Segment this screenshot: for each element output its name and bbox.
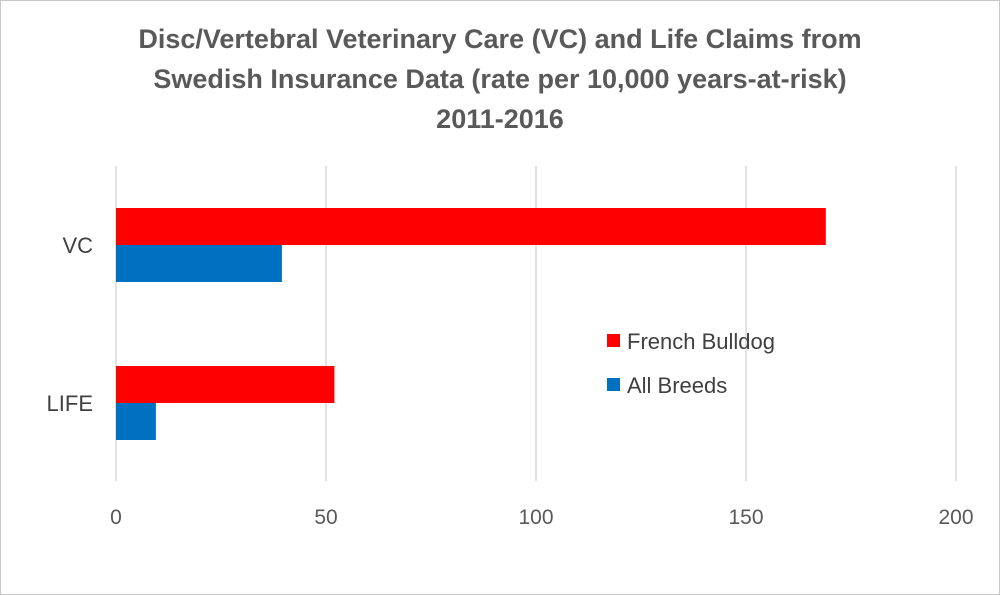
x-tick-label: 150: [728, 506, 763, 529]
legend-label: All Breeds: [627, 373, 727, 398]
x-tick-label: 50: [314, 506, 337, 529]
bar-life-french-bulldog: [116, 366, 335, 403]
title-line-1: Disc/Vertebral Veterinary Care (VC) and …: [138, 24, 862, 54]
bar-life-all-breeds: [116, 403, 156, 440]
category-labels: VC LIFE: [47, 233, 94, 416]
x-tick-label: 200: [938, 506, 973, 529]
category-label-vc: VC: [62, 233, 93, 258]
title-line-2: Swedish Insurance Data (rate per 10,000 …: [153, 64, 847, 94]
category-label-life: LIFE: [47, 391, 93, 416]
bar-vc-french-bulldog: [116, 208, 826, 245]
x-tick-label: 100: [518, 506, 553, 529]
bar-vc-all-breeds: [116, 245, 282, 282]
legend-swatch-french-bulldog: [607, 334, 620, 347]
chart-title: Disc/Vertebral Veterinary Care (VC) and …: [1, 19, 999, 139]
x-axis-ticks: 0 50 100 150 200: [110, 506, 973, 529]
legend-swatch-all-breeds: [607, 378, 620, 391]
title-line-3: 2011-2016: [436, 104, 564, 134]
x-tick-label: 0: [110, 506, 122, 529]
bars: [116, 208, 826, 440]
legend: French Bulldog All Breeds: [607, 329, 775, 398]
legend-label: French Bulldog: [627, 329, 775, 354]
